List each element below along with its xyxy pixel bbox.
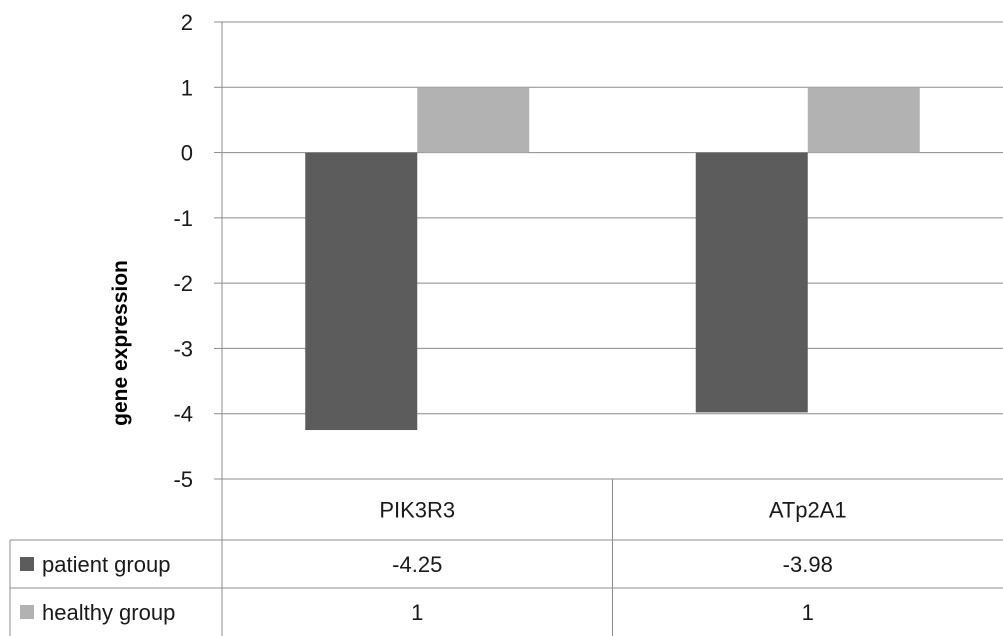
data-label: -4.25 [392, 552, 442, 577]
y-tick-label: -3 [173, 336, 193, 361]
y-tick-labels: 2 1 0 -1 -2 -3 -4 -5 [173, 10, 193, 492]
y-tick-label: -2 [173, 271, 193, 296]
legend-swatch [20, 557, 34, 571]
legend-entry: patient group [42, 552, 170, 577]
y-tick-label: -5 [173, 467, 193, 492]
data-label: 1 [411, 600, 423, 625]
y-tick-label: -1 [173, 206, 193, 231]
data-table: PIK3R3 ATp2A1 patient group -4.25 -3.98 healt… [9, 478, 1003, 636]
plot-frame [221, 21, 1003, 479]
bar-healthy-group-PIK3R3 [417, 87, 530, 153]
bar-healthy-group-ATp2A1 [807, 87, 920, 153]
bars [305, 87, 920, 431]
y-tick-label: 0 [181, 141, 193, 166]
bar-patient-group-PIK3R3 [305, 152, 418, 431]
y-tick-label: 2 [181, 10, 193, 35]
legend-swatch [20, 605, 34, 619]
bar-patient-group-ATp2A1 [695, 152, 808, 413]
data-label: -3.98 [783, 552, 833, 577]
y-axis-label: gene expression [109, 260, 132, 426]
category-label: PIK3R3 [379, 498, 455, 523]
data-label: 1 [802, 600, 814, 625]
y-tick-label: -4 [173, 402, 193, 427]
legend-entry: healthy group [42, 600, 175, 625]
category-label: ATp2A1 [769, 498, 847, 523]
y-tick-label: 1 [181, 75, 193, 100]
